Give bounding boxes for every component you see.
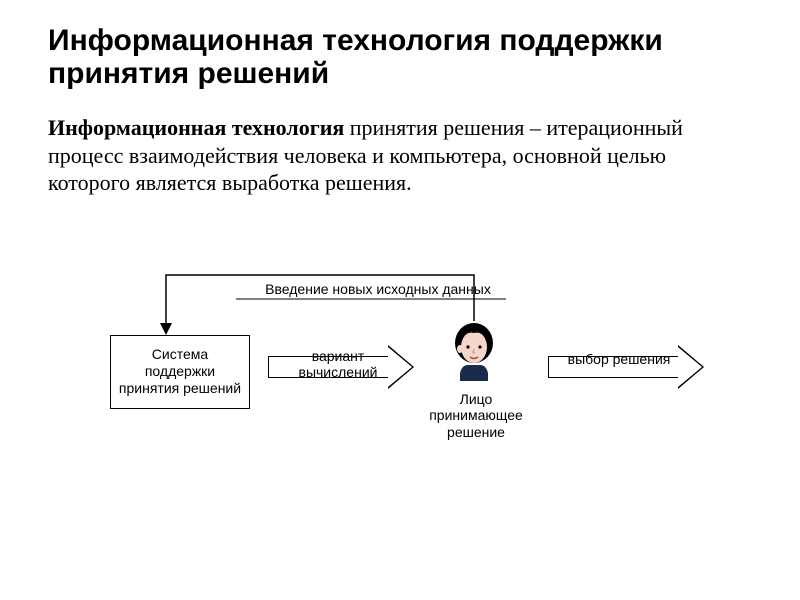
person-icon [448,321,500,388]
definition-paragraph: Информационная технология принятия решен… [48,114,752,197]
slide-title: Информационная технология поддержки прин… [48,24,752,90]
feedback-label: Введение новых исходных данных [248,281,508,298]
decision-support-diagram: Введение новых исходных данных Система п… [48,225,752,485]
dss-box: Система поддержки принятия решений [110,335,250,409]
choice-arrow-label: выбор решения [564,351,674,368]
dss-box-text: Система поддержки принятия решений [119,346,241,396]
variant-arrow-label: вариант вычислений [293,348,383,382]
person-caption: Лицо принимающее решение [416,391,536,441]
slide: Информационная технология поддержки прин… [0,0,800,600]
definition-bold-lead: Информационная технология [48,115,344,140]
